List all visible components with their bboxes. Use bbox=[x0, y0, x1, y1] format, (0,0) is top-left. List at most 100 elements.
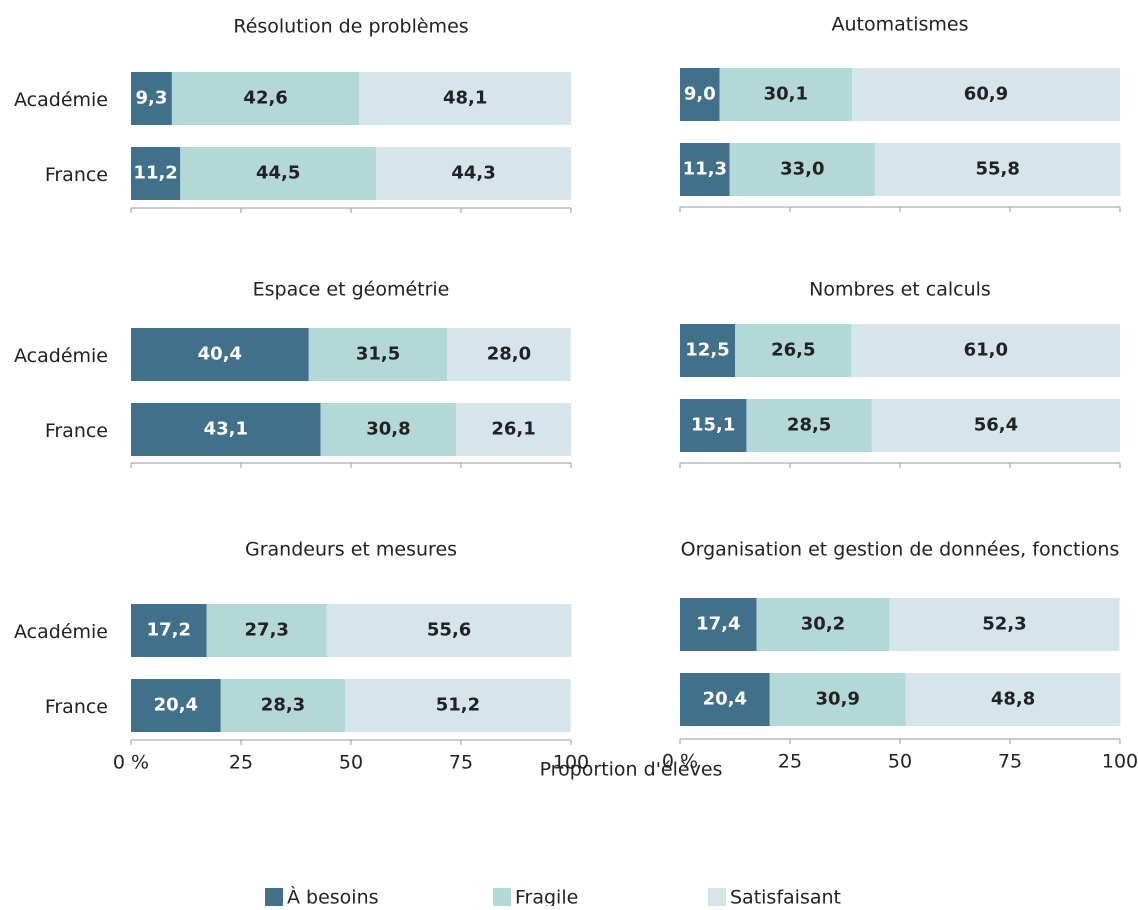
value-label: 28,3 bbox=[261, 695, 305, 716]
value-label: 44,5 bbox=[256, 163, 300, 184]
value-label: 11,2 bbox=[133, 163, 177, 184]
bar-segment bbox=[719, 68, 853, 121]
bar-segment bbox=[131, 72, 172, 125]
x-tick-label: 50 bbox=[339, 752, 363, 774]
x-tick-label: 25 bbox=[229, 752, 253, 774]
bar-segment bbox=[905, 673, 1121, 726]
bar-segment bbox=[851, 324, 1120, 377]
value-label: 55,6 bbox=[427, 620, 471, 641]
value-label: 28,0 bbox=[487, 344, 531, 365]
value-label: 27,3 bbox=[245, 620, 289, 641]
bar-segment bbox=[746, 399, 872, 452]
legend-label: Fragile bbox=[515, 887, 578, 907]
bar-segment bbox=[874, 143, 1121, 196]
value-label: 55,8 bbox=[975, 159, 1019, 180]
chart-title: Nombres et calculs bbox=[809, 279, 991, 301]
category-label: Académie bbox=[14, 345, 108, 367]
value-label: 17,4 bbox=[696, 614, 740, 635]
bar-segment bbox=[131, 328, 309, 381]
x-tick-label: 75 bbox=[449, 752, 473, 774]
bar-segment bbox=[359, 72, 571, 125]
value-label: 30,1 bbox=[764, 84, 808, 105]
bar-segment bbox=[345, 679, 571, 732]
value-label: 11,3 bbox=[683, 159, 727, 180]
category-label: France bbox=[45, 696, 108, 718]
legend-swatch bbox=[265, 888, 283, 906]
value-label: 42,6 bbox=[243, 88, 287, 109]
value-label: 60,9 bbox=[964, 84, 1008, 105]
x-tick-label: 100 bbox=[1102, 751, 1138, 773]
value-label: 51,2 bbox=[436, 695, 480, 716]
value-label: 17,2 bbox=[147, 620, 191, 641]
x-tick-label: 50 bbox=[888, 751, 912, 773]
value-label: 44,3 bbox=[451, 163, 495, 184]
bar-segment bbox=[320, 403, 457, 456]
bar-segment bbox=[769, 673, 906, 726]
x-tick-label: 75 bbox=[998, 751, 1022, 773]
legend-swatch bbox=[708, 888, 726, 906]
value-label: 12,5 bbox=[685, 340, 729, 361]
value-label: 26,1 bbox=[491, 419, 535, 440]
bar-segment bbox=[735, 324, 852, 377]
chart-title: Automatismes bbox=[832, 14, 969, 36]
bar-segment bbox=[729, 143, 875, 196]
value-label: 61,0 bbox=[964, 340, 1008, 361]
bar-segment bbox=[131, 147, 181, 200]
value-label: 30,9 bbox=[816, 689, 860, 710]
bar-segment bbox=[308, 328, 448, 381]
bar-segment bbox=[326, 604, 572, 657]
bar-segment bbox=[889, 598, 1120, 651]
value-label: 52,3 bbox=[982, 614, 1026, 635]
bar-segment bbox=[131, 403, 321, 456]
value-label: 30,2 bbox=[801, 614, 845, 635]
value-label: 48,1 bbox=[443, 88, 487, 109]
value-label: 20,4 bbox=[703, 689, 747, 710]
value-label: 56,4 bbox=[974, 415, 1018, 436]
bar-segment bbox=[871, 399, 1120, 452]
chart-title: Organisation et gestion de données, fonc… bbox=[681, 539, 1120, 561]
value-label: 26,5 bbox=[771, 340, 815, 361]
x-axis-label: Proportion d'élèves bbox=[540, 759, 723, 781]
bar-segment bbox=[376, 147, 571, 200]
bar-segment bbox=[171, 72, 360, 125]
bar-segment bbox=[131, 679, 221, 732]
legend-label: Satisfaisant bbox=[730, 887, 841, 907]
bar-segment bbox=[131, 604, 207, 657]
value-label: 15,1 bbox=[691, 415, 735, 436]
value-label: 9,3 bbox=[136, 88, 168, 109]
bar-segment bbox=[680, 143, 730, 196]
bar-segment bbox=[456, 403, 571, 456]
bar-segment bbox=[852, 68, 1120, 121]
value-label: 30,8 bbox=[366, 419, 410, 440]
category-label: France bbox=[45, 420, 108, 442]
value-label: 43,1 bbox=[204, 419, 248, 440]
legend-swatch bbox=[493, 888, 511, 906]
bar-segment bbox=[680, 673, 770, 726]
bar-segment bbox=[680, 399, 747, 452]
bar-segment bbox=[220, 679, 346, 732]
value-label: 48,8 bbox=[991, 689, 1035, 710]
bar-segment bbox=[680, 598, 757, 651]
x-tick-label: 100 bbox=[553, 752, 589, 774]
value-label: 40,4 bbox=[198, 344, 242, 365]
x-tick-label: 0 % bbox=[113, 752, 149, 774]
value-label: 28,5 bbox=[787, 415, 831, 436]
bar-segment bbox=[756, 598, 890, 651]
x-tick-label: 25 bbox=[778, 751, 802, 773]
value-label: 9,0 bbox=[684, 84, 716, 105]
x-tick-label: 0 % bbox=[662, 751, 698, 773]
chart-title: Espace et géométrie bbox=[253, 279, 450, 301]
value-label: 31,5 bbox=[356, 344, 400, 365]
bar-segment bbox=[447, 328, 571, 381]
bar-segment bbox=[680, 324, 735, 377]
category-label: Académie bbox=[14, 621, 108, 643]
category-label: Académie bbox=[14, 89, 108, 111]
chart-title: Résolution de problèmes bbox=[233, 16, 468, 38]
chart-title: Grandeurs et mesures bbox=[245, 539, 457, 561]
value-label: 33,0 bbox=[780, 159, 824, 180]
legend-label: À besoins bbox=[287, 886, 379, 907]
value-label: 20,4 bbox=[154, 695, 198, 716]
bar-segment bbox=[680, 68, 720, 121]
bar-segment bbox=[206, 604, 327, 657]
